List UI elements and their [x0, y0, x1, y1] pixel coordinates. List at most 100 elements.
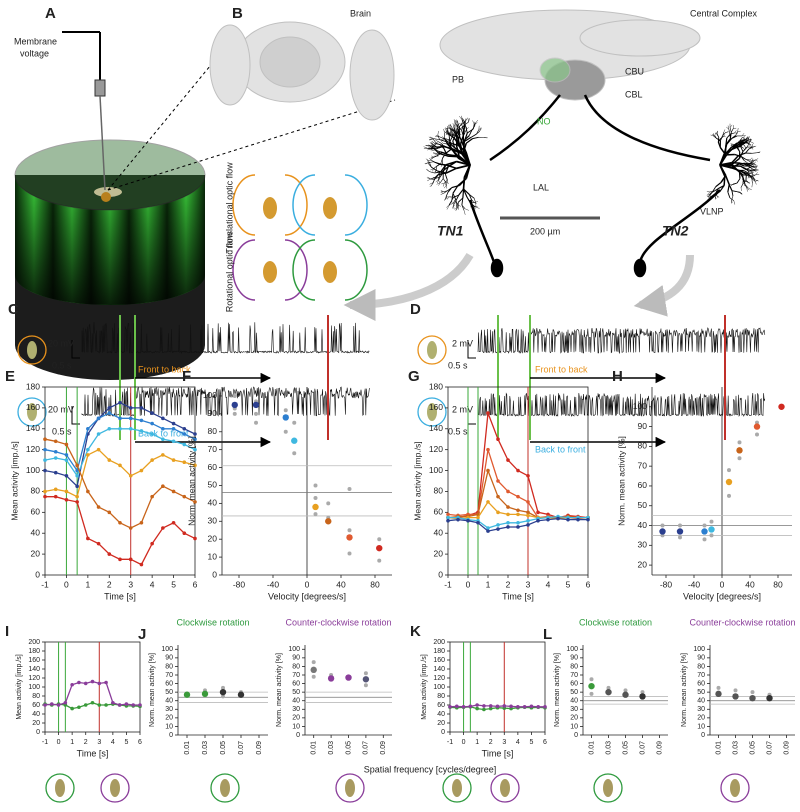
- data-point: [710, 520, 714, 524]
- data-point: [65, 490, 69, 494]
- y-tick-label: 180: [26, 381, 40, 391]
- data-point: [749, 695, 755, 701]
- data-point: [161, 526, 165, 530]
- x-tick-label: -80: [660, 579, 673, 589]
- y-tick-label: 40: [31, 527, 41, 537]
- neurite: [737, 179, 740, 184]
- data-point: [516, 705, 520, 709]
- data-point: [482, 708, 486, 712]
- x-axis-label: Time [s]: [77, 748, 109, 758]
- data-point: [364, 671, 368, 675]
- data-point: [172, 521, 176, 525]
- y-tick-label: 80: [292, 663, 300, 670]
- scale-label: 200 µm: [530, 226, 560, 236]
- data-point: [496, 527, 500, 531]
- y-tick-label: 80: [32, 693, 40, 700]
- data-point: [75, 495, 79, 499]
- y-tick-label: 30: [570, 706, 578, 713]
- y-tick-label: 60: [434, 507, 444, 517]
- y-tick-label: 60: [208, 462, 218, 472]
- data-point: [312, 675, 316, 679]
- data-point: [715, 691, 721, 697]
- y-tick-label: 160: [433, 657, 445, 664]
- data-point: [65, 443, 69, 447]
- x-tick-label: 1: [85, 579, 90, 589]
- data-point: [118, 401, 122, 405]
- y-tick-label: 60: [31, 507, 41, 517]
- x-tick-label: 4: [516, 739, 520, 746]
- neurite: [463, 141, 464, 152]
- y-tick-label: 120: [433, 675, 445, 682]
- data-point: [659, 528, 665, 534]
- x-tick-label: 2: [506, 579, 511, 589]
- y-axis-label: Mean activity [imp./s]: [16, 654, 23, 719]
- neurite: [755, 160, 758, 161]
- direction-label: Back to front: [535, 444, 586, 454]
- neurite: [459, 178, 466, 185]
- y-tick-label: 60: [697, 680, 705, 687]
- data-point: [314, 483, 318, 487]
- data-point: [107, 406, 111, 410]
- y-axis-label: Norm. mean activity [%]: [186, 436, 196, 526]
- y-tick-label: 10: [208, 551, 218, 561]
- data-point: [118, 464, 122, 468]
- y-tick-label: 20: [434, 548, 444, 558]
- y-tick-label: 10: [697, 723, 705, 730]
- neurite: [731, 184, 733, 186]
- neurite: [755, 166, 758, 167]
- data-point: [727, 468, 731, 472]
- x-tick-label: 0.07: [363, 741, 370, 755]
- data-point: [475, 703, 479, 707]
- data-point: [193, 537, 197, 541]
- data-point: [172, 458, 176, 462]
- neurite: [443, 183, 444, 186]
- data-point: [678, 524, 682, 528]
- x-tick-label: 0.01: [184, 741, 191, 755]
- caption: Central Complex: [690, 8, 758, 18]
- neurite: [744, 160, 747, 162]
- neurite: [752, 165, 754, 166]
- data-point: [530, 705, 534, 709]
- data-point: [150, 422, 154, 426]
- y-tick-label: 90: [570, 655, 578, 662]
- data-point: [172, 422, 176, 426]
- data-point: [717, 686, 721, 690]
- y-tick-label: 180: [429, 381, 443, 391]
- data-point: [140, 419, 144, 423]
- scale-label: 2 mV: [452, 404, 473, 414]
- y-tick-label: 20: [31, 548, 41, 558]
- data-point: [54, 488, 58, 492]
- neurite: [752, 144, 753, 147]
- x-tick-label: 1: [70, 739, 74, 746]
- x-tick-label: 40: [745, 579, 755, 589]
- y-tick-label: 100: [161, 646, 173, 653]
- neurite: [752, 153, 757, 154]
- data-point: [97, 682, 101, 686]
- y-tick-label: 100: [203, 390, 217, 400]
- neurite: [433, 179, 435, 184]
- neurite: [741, 188, 742, 191]
- data-point: [363, 676, 369, 682]
- neurite: [750, 158, 752, 160]
- data-point: [97, 448, 101, 452]
- neurite: [444, 129, 445, 133]
- data-point: [466, 519, 470, 523]
- y-tick-label: 80: [31, 486, 41, 496]
- data-point: [125, 702, 129, 706]
- arena: [15, 32, 395, 380]
- data-point: [43, 448, 47, 452]
- neurite: [441, 141, 443, 143]
- data-point: [65, 474, 69, 478]
- data-point: [43, 490, 47, 494]
- x-tick-label: 0.09: [380, 741, 387, 755]
- x-tick-label: 0.05: [622, 741, 629, 755]
- x-tick-label: 3: [97, 739, 101, 746]
- y-tick-label: 10: [570, 723, 578, 730]
- data-point: [506, 521, 510, 525]
- data-point: [97, 432, 101, 436]
- data-point: [326, 501, 330, 505]
- data-point: [220, 689, 226, 695]
- data-point: [233, 412, 237, 416]
